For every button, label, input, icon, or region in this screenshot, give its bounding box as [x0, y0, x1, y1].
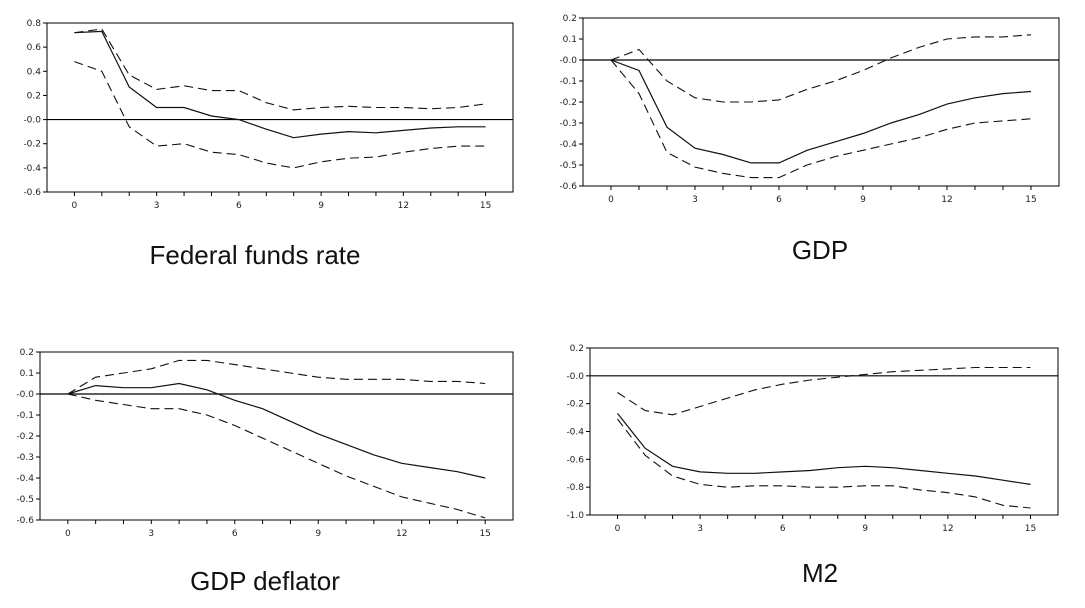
- y-tick-label: 0.8: [27, 19, 42, 29]
- x-tick-label: 0: [615, 524, 621, 534]
- response-line: [74, 30, 486, 139]
- x-tick-label: 15: [1025, 524, 1036, 534]
- x-tick-label: 9: [862, 524, 868, 534]
- confidence-band-line: [67, 393, 486, 519]
- x-tick-label: 6: [780, 524, 786, 534]
- y-tick-label: -0.1: [16, 411, 34, 421]
- chart-gdp: 0.2 0.1 -0.0 -0.1 -0.2 -0.3 -0.4 -0.5 -0.6 0 3 6 9 12…: [559, 14, 1060, 205]
- x-tick-label: 6: [236, 201, 242, 211]
- x-tick-label: 6: [232, 529, 238, 539]
- plot-frame: [589, 347, 1059, 516]
- x-tick-label: 15: [480, 201, 491, 211]
- x-tick-label: 9: [315, 529, 321, 539]
- y-tick-label: 0.2: [27, 91, 41, 101]
- x-tick-label: 0: [72, 201, 78, 211]
- confidence-band-line: [74, 28, 486, 111]
- y-tick-label: -0.5: [559, 161, 577, 171]
- y-tick-label: -0.2: [566, 400, 584, 410]
- y-tick-label: 0.2: [20, 348, 34, 358]
- y-tick-label: -0.4: [559, 140, 577, 150]
- y-tick-label: -0.6: [16, 516, 34, 526]
- y-tick-label: -0.4: [566, 428, 584, 438]
- chart-panel-federal-funds-rate: 0.8 0.6 0.4 0.2 -0.0 -0.2 -0.4 -0.6 0 3 6 9 12 15: [0, 0, 520, 215]
- y-tick-label: 0.2: [570, 344, 584, 354]
- chart-m2: 0.2 -0.0 -0.2 -0.4 -0.6 -0.8 -1.0 0 3 6 9 12 15: [566, 344, 1059, 534]
- x-tick-label: 9: [318, 201, 324, 211]
- confidence-band-line: [617, 366, 1031, 416]
- response-line: [67, 382, 486, 479]
- confidence-band-line: [74, 61, 486, 169]
- y-tick-label: -0.0: [23, 116, 41, 126]
- confidence-band-line: [610, 34, 1032, 103]
- chart-title-gdp-deflator: GDP deflator: [190, 566, 340, 596]
- plot-frame: [46, 22, 514, 193]
- y-tick-label: -0.5: [16, 495, 34, 505]
- x-tick-label: 3: [148, 529, 154, 539]
- chart-title-federal-funds-rate: Federal funds rate: [149, 240, 361, 270]
- x-tick-label: 0: [608, 195, 614, 205]
- y-tick-label: -0.4: [23, 164, 41, 174]
- y-tick-label: 0.1: [563, 35, 577, 45]
- x-tick-label: 6: [776, 195, 782, 205]
- y-tick-label: -0.6: [559, 182, 577, 192]
- x-tick-label: 3: [697, 524, 703, 534]
- y-tick-label: 0.2: [563, 14, 577, 24]
- chart-panel-gdp-deflator: 0.2 0.1 -0.0 -0.1 -0.2 -0.3 -0.4 -0.5 -0.6 0 3 6 9 12…: [0, 340, 525, 555]
- confidence-band-line: [67, 359, 486, 395]
- x-tick-label: 3: [154, 201, 160, 211]
- confidence-band-line: [610, 59, 1032, 179]
- y-tick-label: -0.0: [16, 390, 34, 400]
- chart-gdp-deflator: 0.2 0.1 -0.0 -0.1 -0.2 -0.3 -0.4 -0.5 -0.6 0 3 6 9 12…: [16, 348, 514, 539]
- x-tick-label: 9: [860, 195, 866, 205]
- y-tick-label: -0.0: [559, 56, 577, 66]
- x-tick-label: 3: [692, 195, 698, 205]
- y-tick-label: -0.1: [559, 77, 577, 87]
- chart-title-m2: M2: [801, 558, 839, 588]
- y-tick-label: 0.4: [27, 67, 42, 77]
- x-tick-label: 12: [398, 201, 409, 211]
- chart-federal-funds-rate: 0.8 0.6 0.4 0.2 -0.0 -0.2 -0.4 -0.6 0 3 6 9 12 15: [23, 19, 514, 211]
- y-tick-label: -0.0: [566, 372, 584, 382]
- y-tick-label: -0.6: [23, 188, 41, 198]
- y-tick-label: -0.2: [559, 98, 577, 108]
- chart-panel-m2: 0.2 -0.0 -0.2 -0.4 -0.6 -0.8 -1.0 0 3 6 9 12 15: [545, 335, 1070, 550]
- x-tick-label: 12: [396, 529, 407, 539]
- confidence-band-line: [617, 418, 1031, 509]
- x-tick-label: 0: [65, 529, 71, 539]
- chart-panel-gdp: 0.2 0.1 -0.0 -0.1 -0.2 -0.3 -0.4 -0.5 -0.6 0 3 6 9 12…: [540, 0, 1060, 215]
- y-tick-label: -0.3: [559, 119, 577, 129]
- y-tick-label: -0.8: [566, 483, 584, 493]
- chart-title-gdp: GDP: [791, 235, 849, 265]
- y-tick-label: -0.4: [16, 474, 34, 484]
- y-tick-label: -0.3: [16, 453, 34, 463]
- x-tick-label: 12: [941, 195, 952, 205]
- plot-frame: [39, 351, 514, 521]
- x-tick-label: 15: [479, 529, 490, 539]
- y-tick-label: -0.6: [566, 455, 584, 465]
- y-tick-label: -0.2: [16, 432, 34, 442]
- x-tick-label: 15: [1025, 195, 1036, 205]
- y-tick-label: 0.1: [20, 369, 34, 379]
- y-tick-label: -1.0: [566, 511, 584, 521]
- y-tick-label: -0.2: [23, 140, 41, 150]
- x-tick-label: 12: [942, 524, 953, 534]
- response-line: [610, 59, 1032, 164]
- response-line: [617, 413, 1031, 485]
- y-tick-label: 0.6: [27, 43, 42, 53]
